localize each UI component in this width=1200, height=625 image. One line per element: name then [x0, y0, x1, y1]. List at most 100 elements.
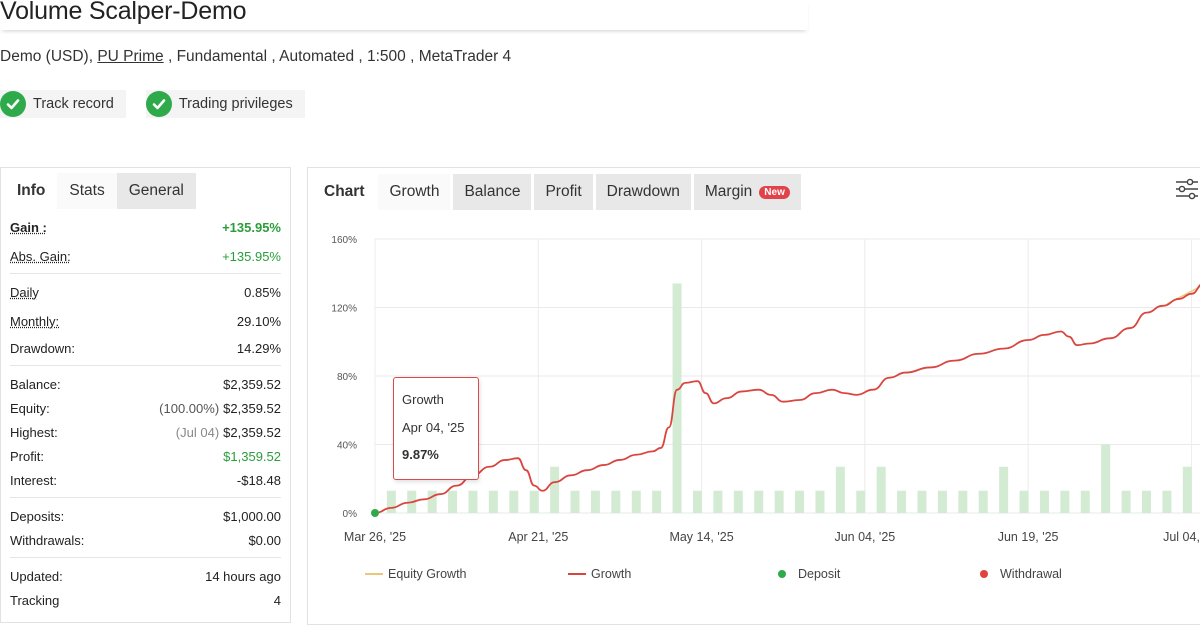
stat-value: 14.29% [236, 340, 281, 356]
stat-label[interactable]: Abs. Gain: [10, 248, 71, 264]
volume-bar [1019, 490, 1029, 513]
stats-list: Gain : +135.95% Abs. Gain: +135.95% Dail… [1, 209, 290, 612]
tab-margin[interactable]: Margin New [693, 174, 801, 210]
tab-chart[interactable]: Chart [324, 183, 365, 200]
stat-value: +135.95% [222, 248, 281, 264]
tab-drawdown[interactable]: Drawdown [595, 174, 691, 210]
divider [10, 497, 281, 498]
x-tick-label: Jun 04, '25 [834, 530, 895, 544]
stat-value: $1,000.00 [223, 508, 281, 524]
x-tick-label: Jul 04, '25 [1163, 530, 1200, 544]
volume-bar [1121, 490, 1131, 513]
volume-bar [856, 490, 866, 513]
track-record-badge[interactable]: Track record [0, 90, 126, 118]
stat-deposits: Deposits: $1,000.00 [10, 504, 281, 528]
volume-bar [713, 490, 723, 513]
stat-value: 4 [273, 592, 281, 608]
legend-equity-growth[interactable]: Equity Growth [365, 565, 467, 583]
stat-withdrawals: Withdrawals: $0.00 [10, 528, 281, 552]
y-tick-label: 40% [337, 441, 357, 452]
stat-abs-gain: Abs. Gain: +135.95% [10, 244, 281, 268]
legend-line-swatch [365, 573, 383, 575]
volume-bar [468, 490, 478, 513]
broker-link[interactable]: PU Prime [97, 48, 164, 65]
volume-bar [488, 490, 498, 513]
x-tick-label: Mar 26, '25 [344, 530, 406, 544]
volume-bar [917, 490, 927, 513]
legend-dot-swatch [778, 570, 786, 578]
volume-bar [570, 490, 580, 513]
account-subline: Demo (USD), PU Prime , Fundamental , Aut… [0, 48, 511, 66]
growth-line [374, 284, 1200, 514]
tooltip-date: Apr 04, '25 [402, 420, 465, 435]
volume-bar [1142, 490, 1152, 513]
trading-privileges-badge[interactable]: Trading privileges [145, 90, 305, 118]
stat-value: +135.95% [222, 219, 281, 235]
volume-bar [815, 490, 825, 513]
stat-label: Equity: [10, 400, 50, 416]
stat-label: Tracking [10, 592, 60, 608]
stat-note: (Jul 04) [175, 424, 220, 440]
stat-label: Highest: [10, 424, 58, 440]
volume-bar [999, 466, 1009, 513]
chart-tabs: Chart Growth Balance Profit Drawdown Mar… [308, 168, 1200, 210]
volume-bar [590, 490, 600, 513]
growth-chart[interactable]: 160% 120% 80% 40% 0% Mar 26, '25 Apr 21, '25 Ma… [307, 225, 1200, 555]
tab-profit[interactable]: Profit [534, 174, 593, 210]
legend-growth[interactable]: Growth [568, 565, 631, 583]
stat-amount: $2,359.52 [223, 400, 281, 416]
account-details: , Fundamental , Automated , 1:500 , Meta… [163, 48, 512, 65]
volume-bar [1060, 490, 1070, 513]
y-tick-label: 80% [337, 372, 357, 383]
stat-value: -$18.48 [236, 472, 281, 488]
stat-value: (Jul 04) $2,359.52 [176, 425, 281, 440]
tab-general[interactable]: General [116, 173, 196, 209]
volume-bar [835, 466, 845, 513]
stat-label: Deposits: [10, 508, 65, 524]
volume-bar [448, 490, 458, 513]
check-icon [0, 91, 26, 117]
stat-gain: Gain : +135.95% [10, 215, 281, 239]
volume-bar [958, 490, 968, 513]
stat-label[interactable]: Gain : [10, 219, 47, 235]
y-tick-label: 120% [331, 304, 357, 315]
tab-balance[interactable]: Balance [453, 174, 532, 210]
stat-amount: $2,359.52 [223, 424, 281, 440]
volume-bar [631, 490, 641, 513]
volume-bar [876, 466, 886, 513]
stat-label[interactable]: Monthly: [10, 313, 60, 329]
check-icon [145, 91, 172, 117]
legend-label: Equity Growth [388, 567, 467, 581]
stat-drawdown: Drawdown: 14.29% [10, 336, 281, 360]
x-tick-label: Jun 19, '25 [998, 530, 1059, 544]
tab-growth[interactable]: Growth [378, 174, 451, 210]
stat-value: 29.10% [236, 313, 281, 329]
stat-value: 0.85% [244, 284, 281, 300]
divider [10, 273, 281, 274]
volume-bar [692, 490, 702, 513]
stat-label[interactable]: Daily [10, 284, 39, 300]
settings-sliders-icon[interactable] [1174, 176, 1200, 202]
tab-info[interactable]: Info [17, 182, 46, 199]
volume-bar [1080, 490, 1090, 513]
track-record-label: Track record [33, 96, 114, 112]
x-tick-label: May 14, '25 [669, 530, 733, 544]
stat-note: (100.00%) [159, 400, 220, 416]
tooltip-value: 9.87% [402, 447, 439, 462]
legend-deposit[interactable]: Deposit [776, 565, 840, 583]
legend-label: Growth [591, 567, 632, 581]
stat-interest: Interest: -$18.48 [10, 468, 281, 492]
verification-badges: Track record Trading privileges [0, 90, 305, 118]
stat-tracking: Tracking 4 [10, 588, 281, 612]
volume-bar [550, 466, 560, 513]
legend-withdrawal[interactable]: Withdrawal [978, 565, 1062, 583]
volume-bar [427, 490, 437, 513]
y-tick-label: 0% [343, 509, 358, 520]
stat-value: $1,359.52 [223, 448, 281, 464]
volume-bar [611, 490, 621, 513]
tab-stats[interactable]: Stats [57, 173, 117, 209]
stat-value: 14 hours ago [205, 568, 281, 584]
legend-dot-swatch [980, 570, 988, 578]
trading-privileges-label: Trading privileges [178, 96, 293, 112]
stats-tabs: Info Stats General [1, 168, 290, 209]
